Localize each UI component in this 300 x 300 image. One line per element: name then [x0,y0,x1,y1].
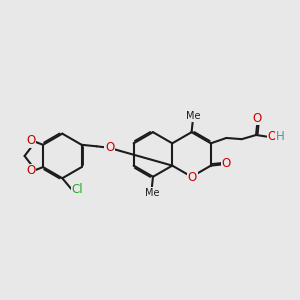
Text: H: H [275,130,284,143]
Text: O: O [222,157,231,170]
Text: O: O [253,112,262,124]
Text: Me: Me [145,188,159,198]
Text: O: O [105,141,114,154]
Text: O: O [268,130,277,143]
Text: Me: Me [185,111,200,121]
Text: O: O [188,171,197,184]
Text: Cl: Cl [71,183,83,196]
Text: O: O [26,134,35,147]
Text: O: O [26,164,35,178]
